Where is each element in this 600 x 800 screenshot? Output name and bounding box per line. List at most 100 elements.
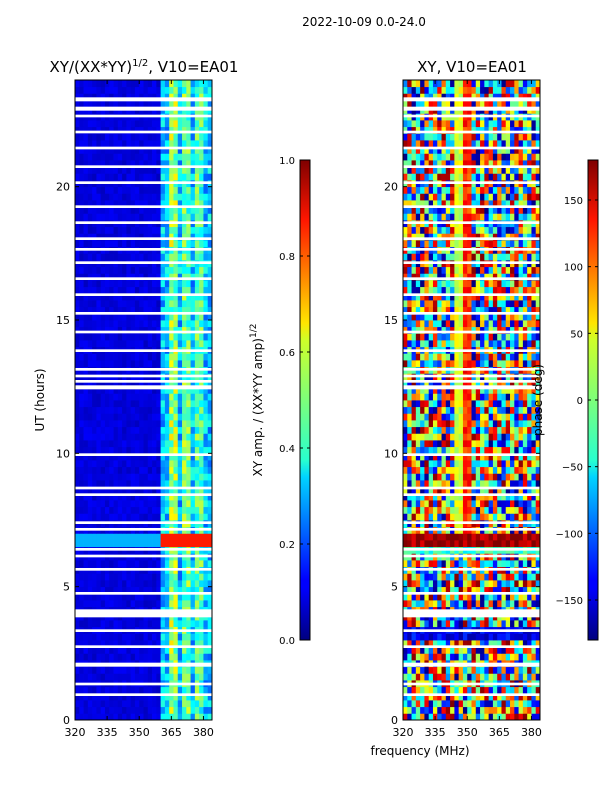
amplitude-ratio-cell xyxy=(122,213,127,221)
amplitude-ratio-cell xyxy=(177,406,183,414)
amplitude-ratio-cell xyxy=(134,440,140,448)
phase-cell xyxy=(492,446,498,454)
phase-cell xyxy=(535,433,541,441)
amplitude-ratio-cell xyxy=(203,160,209,168)
amplitude-ratio-cell xyxy=(156,146,162,154)
amplitude-ratio-cell xyxy=(194,473,200,481)
amplitude-ratio-cell xyxy=(169,226,174,234)
amplitude-ratio-cell xyxy=(122,433,127,441)
amplitude-ratio-cell xyxy=(169,160,174,168)
phase-cell xyxy=(407,540,412,548)
amplitude-ratio-cell xyxy=(113,620,119,628)
amplitude-ratio-cell xyxy=(130,420,136,428)
amplitude-ratio-cell xyxy=(143,426,149,434)
amplitude-ratio-cell xyxy=(164,686,170,694)
phase-cell xyxy=(432,560,438,568)
amplitude-ratio-cell xyxy=(203,673,209,681)
amplitude-ratio-cell xyxy=(143,420,149,428)
amplitude-ratio-cell xyxy=(194,200,200,208)
amplitude-ratio-cell xyxy=(104,413,110,421)
amplitude-ratio-cell xyxy=(160,506,166,514)
amplitude-ratio-cell xyxy=(160,586,166,594)
amplitude-ratio-cell xyxy=(190,273,196,281)
phase-cell xyxy=(492,586,498,594)
phase-cell xyxy=(428,513,434,521)
phase-cell xyxy=(484,533,490,541)
amplitude-ratio-cell xyxy=(100,286,106,294)
amplitude-ratio-cell xyxy=(126,460,132,468)
phase-cell xyxy=(432,446,438,454)
amplitude-ratio-cell xyxy=(207,393,213,401)
amplitude-ratio-cell xyxy=(130,686,136,694)
amplitude-ratio-flagged-row xyxy=(75,645,212,648)
phase-cell xyxy=(501,360,507,368)
amplitude-ratio-cell xyxy=(152,653,157,661)
phase-cell xyxy=(484,653,490,661)
phase-cell xyxy=(497,640,502,648)
amplitude-ratio-cell xyxy=(130,573,136,581)
amplitude-ratio-cell xyxy=(194,313,200,321)
amplitude-ratio-cell xyxy=(160,666,166,674)
amplitude-ratio-cell xyxy=(75,426,80,434)
amplitude-ratio-cell xyxy=(134,633,140,641)
amplitude-ratio-cell xyxy=(164,413,170,421)
amplitude-ratio-cell xyxy=(169,200,174,208)
amplitude-ratio-cell xyxy=(75,673,80,681)
phase-cell xyxy=(437,353,442,361)
phase-cell xyxy=(415,380,421,388)
amplitude-ratio-cell xyxy=(160,146,166,154)
amplitude-ratio-cell xyxy=(117,240,123,248)
amplitude-ratio-cell xyxy=(203,446,209,454)
amplitude-ratio-cell xyxy=(207,193,213,201)
amplitude-ratio-cell xyxy=(177,300,183,308)
amplitude-ratio-cell xyxy=(143,333,149,341)
amplitude-ratio-cell xyxy=(182,286,187,294)
amplitude-ratio-cell xyxy=(134,493,140,501)
amplitude-ratio-cell xyxy=(143,580,149,588)
amplitude-ratio-cell xyxy=(109,133,114,141)
phase-cell xyxy=(441,480,447,488)
phase-cell xyxy=(424,513,430,521)
phase-cell xyxy=(497,413,502,421)
amplitude-ratio-cell xyxy=(190,646,196,654)
phase-cell xyxy=(445,433,451,441)
phase-cell xyxy=(480,353,485,361)
amplitude-ratio-cell xyxy=(75,393,80,401)
phase-cell xyxy=(510,460,515,468)
amplitude-ratio-cell xyxy=(96,480,102,488)
amplitude-ratio-cell xyxy=(203,86,209,94)
amplitude-ratio-cell xyxy=(122,80,127,88)
amplitude-ratio-cell xyxy=(182,80,187,88)
amplitude-ratio-cell xyxy=(177,253,183,261)
phase-cell xyxy=(488,460,494,468)
amplitude-ratio-cell xyxy=(130,120,136,128)
phase-cell xyxy=(467,633,472,641)
amplitude-ratio-cell xyxy=(147,166,153,174)
phase-cell xyxy=(467,513,472,521)
phase-cell xyxy=(407,486,412,494)
amplitude-ratio-cell xyxy=(126,633,132,641)
phase-cell xyxy=(505,453,511,461)
amplitude-ratio-cell xyxy=(160,380,166,388)
amplitude-ratio-cell xyxy=(117,633,123,641)
phase-cell xyxy=(441,406,447,414)
amplitude-ratio-cell xyxy=(104,340,110,348)
amplitude-ratio-cell xyxy=(134,426,140,434)
amplitude-ratio-cell xyxy=(194,273,200,281)
amplitude-ratio-cell xyxy=(122,126,127,134)
phase-cell xyxy=(467,426,472,434)
amplitude-ratio-cell xyxy=(143,646,149,654)
phase-cell xyxy=(407,640,412,648)
phase-cell xyxy=(518,700,524,708)
amplitude-ratio-cell xyxy=(194,80,200,88)
amplitude-ratio-cell xyxy=(164,593,170,601)
amplitude-ratio-cell xyxy=(207,280,213,288)
amplitude-ratio-cell xyxy=(160,126,166,134)
phase-cell xyxy=(522,400,528,408)
amplitude-ratio-cell xyxy=(182,600,187,608)
amplitude-ratio-cell xyxy=(104,146,110,154)
amplitude-ratio-cell xyxy=(173,420,179,428)
phase-cell xyxy=(441,360,447,368)
amplitude-ratio-cell xyxy=(130,706,136,714)
phase-cell xyxy=(462,460,468,468)
